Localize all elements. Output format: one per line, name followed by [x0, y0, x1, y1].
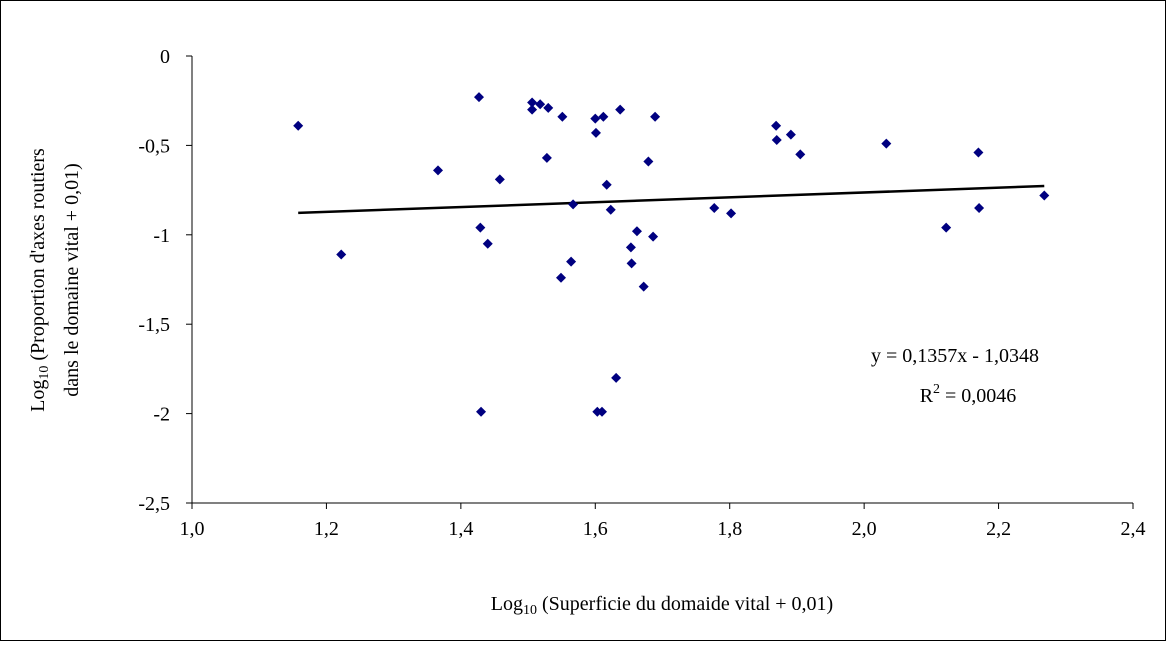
point — [494, 174, 505, 185]
point — [771, 135, 782, 146]
y-label-line2: dans le domaine vital + 0,01) — [61, 163, 83, 396]
x-tick-label: 2,2 — [986, 518, 1011, 540]
r-squared: R2 = 0,0046 — [920, 382, 1017, 407]
y-axis-label: Log10 (Proportion d'axes routiers dans l… — [27, 148, 83, 412]
y-label-suffix: (Proportion d'axes routiers — [27, 148, 49, 366]
point — [643, 156, 654, 167]
y-tick-label: 0 — [160, 46, 170, 68]
point — [557, 111, 568, 122]
point — [615, 104, 626, 115]
point — [881, 138, 892, 149]
y-label-sub: 10 — [37, 366, 52, 380]
point — [605, 204, 616, 215]
x-tick-label: 1,0 — [180, 518, 205, 540]
point — [527, 104, 538, 115]
point — [941, 222, 952, 233]
point — [973, 147, 984, 158]
x-tick-label: 2,4 — [1121, 518, 1146, 540]
point — [474, 92, 485, 103]
point — [527, 97, 538, 108]
point — [543, 102, 554, 113]
point — [638, 281, 649, 292]
point — [648, 231, 659, 242]
trend-line — [298, 184, 1045, 215]
y-tick-label: -2 — [153, 404, 170, 426]
point — [974, 202, 985, 213]
point — [568, 199, 579, 210]
x-tick-label: 1,2 — [314, 518, 339, 540]
point — [611, 372, 622, 383]
point — [293, 120, 304, 131]
point — [1039, 190, 1050, 201]
y-label-line1: Log10 (Proportion d'axes routiers — [27, 148, 52, 412]
point — [535, 99, 546, 110]
point — [598, 111, 609, 122]
point — [709, 202, 720, 213]
x-label-prefix: Log — [491, 593, 523, 615]
point — [650, 111, 661, 122]
equation: y = 0,1357x - 1,0348 — [871, 345, 1039, 367]
point — [475, 222, 486, 233]
point — [631, 226, 642, 237]
point — [726, 208, 737, 219]
point — [771, 120, 782, 131]
point — [590, 127, 601, 138]
point — [795, 149, 806, 160]
y-tick-label: -2,5 — [138, 493, 170, 515]
point — [590, 113, 601, 124]
x-label-sub: 10 — [523, 603, 537, 618]
y-tick-label: -1,5 — [138, 314, 170, 336]
y-tick-label: -0,5 — [138, 135, 170, 157]
point — [625, 242, 636, 253]
x-tick-label: 1,8 — [717, 518, 742, 540]
point — [541, 152, 552, 163]
point — [476, 406, 487, 417]
point — [336, 249, 347, 260]
x-axis-label: Log10 (Superficie du domaide vital + 0,0… — [491, 593, 833, 618]
y-tick-label: -1 — [153, 225, 170, 247]
point — [601, 179, 612, 190]
y-label-prefix: Log — [27, 380, 49, 412]
point — [626, 258, 637, 269]
r2-prefix: R — [920, 385, 934, 407]
point — [556, 272, 567, 283]
x-label-suffix: (Superficie du domaide vital + 0,01) — [537, 593, 833, 615]
point — [597, 406, 608, 417]
point — [785, 129, 796, 140]
point — [433, 165, 444, 176]
x-tick-label: 2,0 — [852, 518, 877, 540]
x-tick-label: 1,4 — [448, 518, 473, 540]
x-tick-label: 1,6 — [583, 518, 608, 540]
r2-sup: 2 — [933, 382, 940, 397]
point — [566, 256, 577, 267]
r2-suffix: = 0,0046 — [940, 385, 1016, 407]
point — [482, 238, 493, 249]
